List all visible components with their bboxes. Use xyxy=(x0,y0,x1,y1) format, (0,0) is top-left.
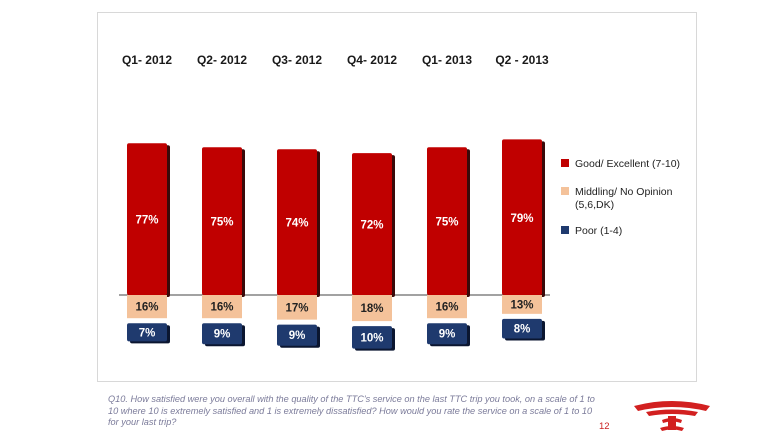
legend-swatch xyxy=(561,159,569,167)
legend-label: (5,6,DK) xyxy=(575,199,614,211)
bar-label-poor: 8% xyxy=(514,324,531,336)
bar-label-poor: 9% xyxy=(439,329,456,341)
legend-label: Poor (1-4) xyxy=(575,225,622,237)
bar-label-middling: 18% xyxy=(360,303,383,315)
bar-label-poor: 10% xyxy=(360,332,383,344)
ttc-logo xyxy=(634,401,710,431)
quarter-label: Q2- 2012 xyxy=(197,53,247,67)
bar-poor xyxy=(277,324,317,346)
stacked-bar-chart: Q1- 2012 77% 16% 7% Q2- 2012 75% 16% 9% Q3- 2012… xyxy=(119,53,680,351)
bar-label-good: 75% xyxy=(210,217,233,229)
bar-good-excellent xyxy=(352,153,392,295)
bar-label-good: 79% xyxy=(510,213,533,225)
bar-label-middling: 13% xyxy=(510,299,533,311)
quarter-label: Q3- 2012 xyxy=(272,53,322,67)
bar-label-middling: 17% xyxy=(285,302,308,314)
bar-good-excellent xyxy=(427,147,467,295)
legend-swatch xyxy=(561,187,569,195)
bar-label-middling: 16% xyxy=(135,302,158,314)
quarter-label: Q1- 2013 xyxy=(422,53,472,67)
quarter-label: Q4- 2012 xyxy=(347,53,397,67)
quarter-label: Q2 - 2013 xyxy=(495,53,549,67)
bar-middling xyxy=(352,295,392,322)
bar-middling xyxy=(502,295,542,314)
legend-swatch xyxy=(561,226,569,234)
bar-label-good: 77% xyxy=(135,215,158,227)
bar-label-poor: 7% xyxy=(139,327,156,339)
bar-poor xyxy=(427,323,467,345)
bar-label-middling: 16% xyxy=(435,302,458,314)
bar-middling xyxy=(277,295,317,320)
page-number: 12 xyxy=(599,421,610,432)
bar-label-good: 75% xyxy=(435,217,458,229)
bar-poor xyxy=(202,323,242,345)
bar-label-good: 72% xyxy=(360,219,383,231)
bar-label-poor: 9% xyxy=(289,330,306,342)
bar-good-excellent xyxy=(202,147,242,295)
survey-question-footnote: Q10. How satisfied were you overall with… xyxy=(108,394,595,427)
bar-middling xyxy=(127,295,167,319)
bar-middling xyxy=(427,295,467,319)
bar-good-excellent xyxy=(502,139,542,295)
bar-poor xyxy=(127,323,167,342)
quarter-label: Q1- 2012 xyxy=(122,53,172,67)
bar-good-excellent xyxy=(277,149,317,295)
chart-frame: Q1- 2012 77% 16% 7% Q2- 2012 75% 16% 9% Q3- 2012… xyxy=(97,12,697,382)
bar-poor xyxy=(502,318,542,339)
bar-middling xyxy=(202,295,242,319)
legend-label: Middling/ No Opinion xyxy=(575,186,673,198)
legend-label: Good/ Excellent (7-10) xyxy=(575,158,680,170)
bar-good-excellent xyxy=(127,143,167,295)
bar-label-good: 74% xyxy=(285,217,308,229)
bar-label-middling: 16% xyxy=(210,302,233,314)
bar-label-poor: 9% xyxy=(214,329,231,341)
bar-poor xyxy=(352,326,392,349)
